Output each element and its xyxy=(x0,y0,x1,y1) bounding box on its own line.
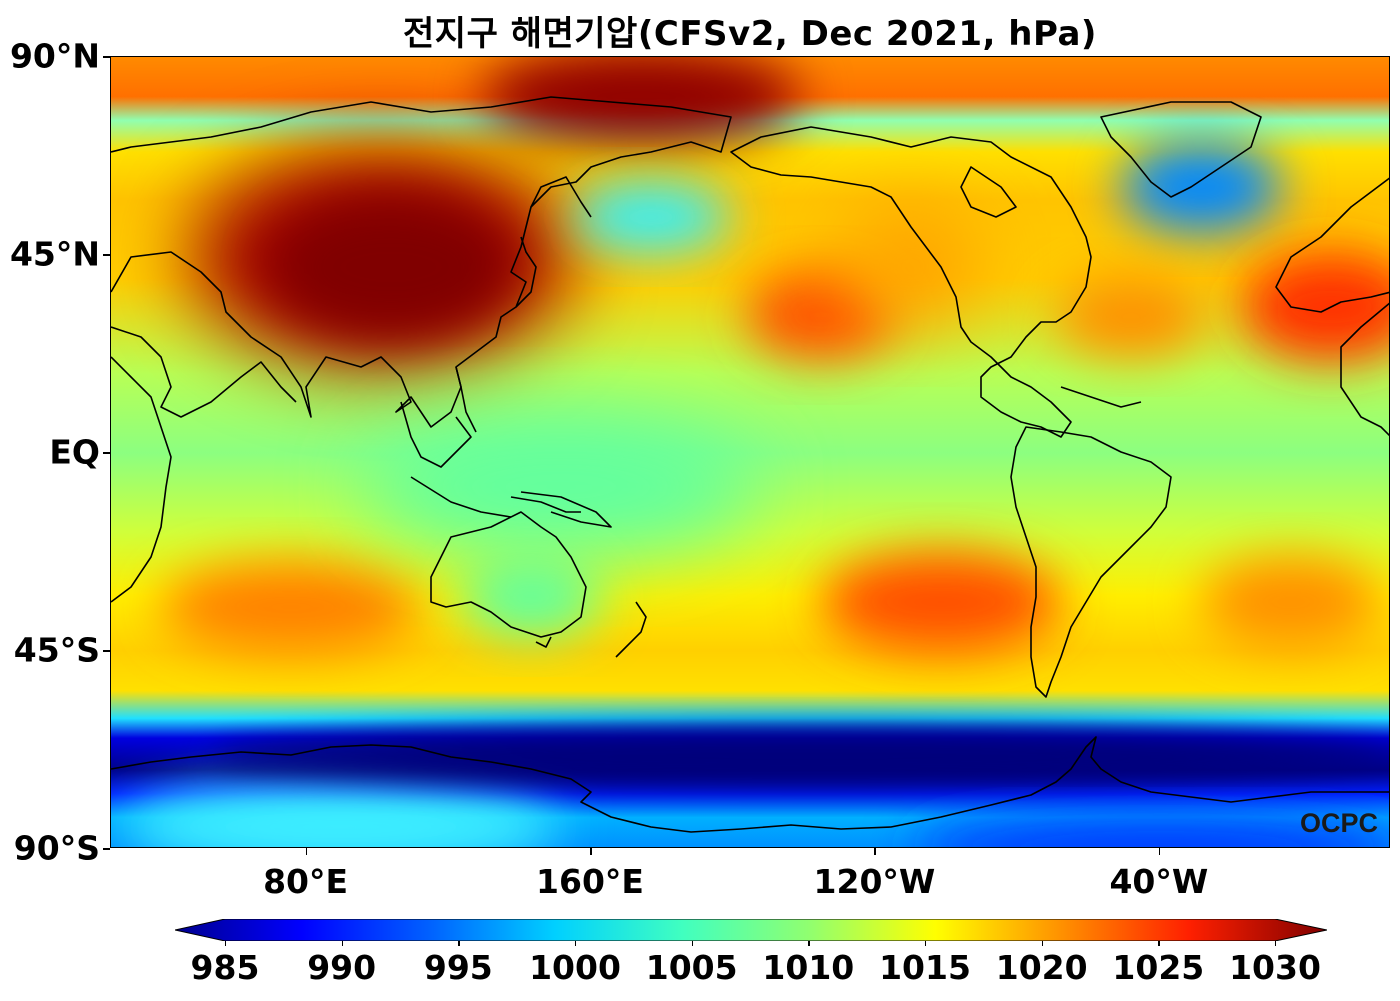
colorbar-tick xyxy=(808,941,810,946)
colorbar-tick xyxy=(458,941,460,946)
colorbar-tick-label: 1010 xyxy=(762,948,855,987)
lat-tick xyxy=(103,650,110,652)
colorbar-tick xyxy=(691,941,693,946)
lat-tick xyxy=(103,848,110,850)
caribbean xyxy=(1060,386,1142,408)
australia-low xyxy=(461,557,601,637)
north-america xyxy=(730,126,1092,438)
lat-tick xyxy=(103,254,110,256)
colorbar-tick-label: 1015 xyxy=(879,948,971,987)
lat-label: EQ xyxy=(49,432,100,472)
colorbar-tick xyxy=(1158,941,1160,946)
lon-tick xyxy=(305,848,308,855)
colorbar-tick-label: 1020 xyxy=(995,948,1088,987)
north-america-high xyxy=(841,207,981,327)
icelandic-low xyxy=(1121,142,1281,232)
hudson-bay xyxy=(960,166,1017,218)
australia xyxy=(430,511,587,638)
sakhalin-kamchatka xyxy=(530,176,592,218)
colorbar-bar xyxy=(175,919,1327,941)
south-pacific-high xyxy=(821,552,1061,652)
lon-label: 160°E xyxy=(536,862,644,901)
japan xyxy=(515,236,537,308)
aleutian-low xyxy=(571,182,731,252)
azores-high xyxy=(1056,277,1206,357)
colorbar-tick xyxy=(341,941,343,946)
lat-label: 45°S xyxy=(13,630,100,670)
colorbar-tick-label: 1025 xyxy=(1112,948,1205,987)
coastlines xyxy=(111,96,1389,833)
colorbar-tick xyxy=(1041,941,1043,946)
lon-tick xyxy=(1158,848,1161,855)
siberian-high-core xyxy=(271,197,511,337)
lon-label: 120°W xyxy=(813,862,936,901)
lon-label: 80°E xyxy=(263,862,349,901)
southeast-asia xyxy=(400,401,472,468)
lat-label: 45°N xyxy=(9,234,100,274)
lat-label: 90°S xyxy=(13,828,100,868)
colorbar-tick-label: 1005 xyxy=(645,948,738,987)
colorbar xyxy=(175,919,1327,941)
colorbar-tick-label: 985 xyxy=(190,948,260,987)
colorbar-tick xyxy=(575,941,577,946)
south-atlantic-high xyxy=(1201,557,1381,647)
colorbar-tick xyxy=(925,941,927,946)
colorbar-tick-label: 995 xyxy=(423,948,493,987)
sea-level-pressure-map xyxy=(110,56,1390,848)
africa-east xyxy=(1340,302,1389,437)
europe-coast xyxy=(1275,177,1389,313)
arabia-india xyxy=(111,326,297,418)
lat-tick xyxy=(103,56,110,58)
africa-coast xyxy=(111,356,172,603)
antarctic-trough xyxy=(211,727,1389,787)
colorbar-tick xyxy=(225,941,227,946)
south-america xyxy=(1010,426,1172,698)
new-guinea xyxy=(520,491,612,528)
ocpc-credit: OCPC xyxy=(1300,808,1379,838)
new-zealand xyxy=(615,601,647,658)
antarctic-plateau xyxy=(911,817,1389,847)
colorbar-tick xyxy=(1275,941,1277,946)
colorbar-tick-label: 1030 xyxy=(1229,948,1321,987)
lat-label: 90°N xyxy=(9,36,100,76)
eurasia-coast xyxy=(111,96,732,428)
tasmania xyxy=(535,636,552,648)
atlantic-high xyxy=(1241,252,1389,362)
lat-tick xyxy=(103,452,110,454)
antarctic-low-east xyxy=(121,782,561,847)
lon-tick xyxy=(590,848,592,855)
antarctica xyxy=(111,736,1389,833)
south-indian-high xyxy=(161,562,421,652)
warm-pool-low xyxy=(361,417,761,557)
philippines xyxy=(455,366,477,433)
greenland xyxy=(1100,101,1262,198)
map-title: 전지구 해면기압(CFSv2, Dec 2021, hPa) xyxy=(403,14,1097,54)
lon-label: 40°W xyxy=(1109,862,1209,901)
indonesia-2 xyxy=(510,496,581,513)
colorbar-tick-label: 1000 xyxy=(529,948,621,987)
arctic-high xyxy=(481,57,801,147)
colorbar-tick-label: 990 xyxy=(307,948,377,987)
lon-tick xyxy=(874,848,876,855)
indonesia-1 xyxy=(410,476,512,518)
